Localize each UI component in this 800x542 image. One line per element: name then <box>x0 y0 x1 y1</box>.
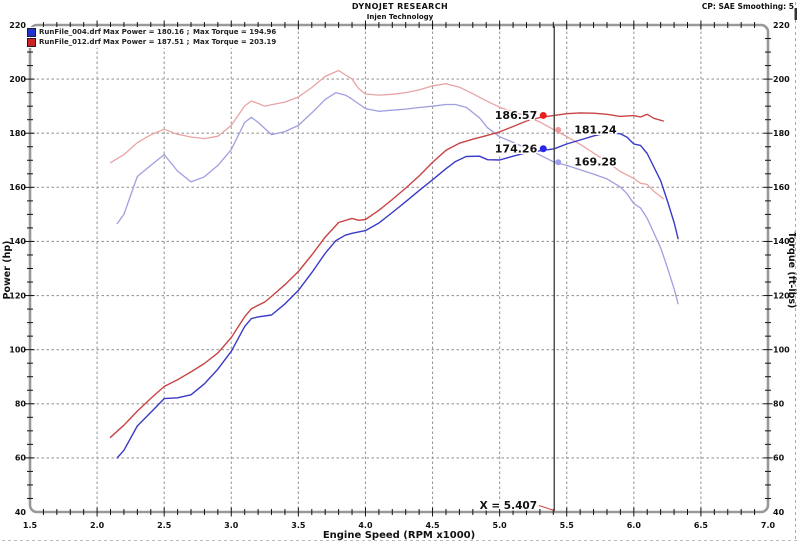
x-tick-label: 6.5 <box>694 521 709 530</box>
x-tick-label: 5.5 <box>560 521 575 530</box>
x-tick-label: 4.5 <box>425 521 440 530</box>
legend-max-torque: Max Torque = 203.19 <box>193 38 277 46</box>
legend-separator: ; <box>186 28 190 36</box>
x-tick-label: 7.0 <box>761 521 776 530</box>
x-tick-label: 3.0 <box>224 521 239 530</box>
curve-runfile004-power <box>116 132 679 459</box>
cursor-value-runfile012-torque: 181.24 <box>574 123 617 136</box>
plot-frame <box>28 23 770 514</box>
power-tick-label: 200 <box>9 75 26 84</box>
cursor-x-label: X = 5.407 <box>480 500 537 512</box>
power-axis-title: Power (hp) <box>2 241 13 300</box>
torque-tick-label: 120 <box>773 291 790 300</box>
power-tick-label: 100 <box>9 345 26 354</box>
legend-file-name: RunFile_004.drf <box>39 28 101 36</box>
cursor-dot-runfile004-power <box>539 145 547 153</box>
power-tick-label: 40 <box>15 508 27 517</box>
series-color-swatch-blue <box>27 27 36 37</box>
x-tick-label: 3.5 <box>291 521 306 530</box>
torque-tick-label: 180 <box>773 129 790 138</box>
torque-tick-label: 220 <box>773 21 790 30</box>
x-axis-title: Engine Speed (RPM x1000) <box>323 530 475 541</box>
report-subtitle: Injen Technology <box>366 13 434 21</box>
legend: RunFile_004.drf Max Power = 180.16 ; Max… <box>26 27 279 48</box>
cursor-value-runfile012-power: 186.57 <box>495 109 537 122</box>
legend-row-runfile012[interactable]: RunFile_012.drf Max Power = 187.51 ; Max… <box>27 37 276 47</box>
legend-file-name: RunFile_012.drf <box>39 38 101 46</box>
torque-tick-label: 140 <box>773 237 790 246</box>
cursor-value-runfile004-power: 174.26 <box>495 142 538 155</box>
cursor-dot-runfile004-torque <box>555 159 562 166</box>
cursor-dot-runfile012-power <box>539 111 547 119</box>
curve-runfile012-torque <box>109 69 664 200</box>
power-tick-label: 60 <box>15 454 27 463</box>
legend-max-power: Max Power = 180.16 <box>103 28 184 36</box>
power-tick-label: 180 <box>9 129 26 138</box>
legend-separator: ; <box>186 38 190 46</box>
x-tick-label: 2.0 <box>90 521 105 530</box>
curve-runfile004-torque <box>116 92 679 305</box>
power-tick-label: 160 <box>9 183 26 192</box>
scrollbar-artifact <box>794 8 797 20</box>
x-tick-label: 4.0 <box>358 521 373 530</box>
torque-tick-label: 160 <box>773 183 790 192</box>
cursor-leader-line <box>538 505 555 511</box>
power-tick-label: 220 <box>9 21 26 30</box>
curve-runfile012-power <box>109 112 664 438</box>
smoothing-note: CP: SAE Smoothing: 5 <box>701 2 794 11</box>
torque-tick-label: 60 <box>773 454 785 463</box>
torque-tick-label: 80 <box>773 400 785 409</box>
x-tick-label: 1.5 <box>23 521 38 530</box>
torque-axis-title: Torque (ft-lbs) <box>786 232 797 309</box>
torque-tick-label: 200 <box>773 75 790 84</box>
report-title: DYNOJET RESEARCH <box>351 2 449 11</box>
x-tick-label: 2.5 <box>157 521 172 530</box>
torque-tick-label: 40 <box>773 508 785 517</box>
cursor-dot-runfile012-torque <box>555 126 562 133</box>
series-color-swatch-red <box>27 37 36 47</box>
legend-max-power: Max Power = 187.51 <box>103 38 184 46</box>
torque-tick-label: 100 <box>773 345 790 354</box>
cursor-value-runfile004-torque: 169.28 <box>574 156 616 169</box>
x-tick-label: 5.0 <box>493 521 508 530</box>
legend-row-runfile004[interactable]: RunFile_004.drf Max Power = 180.16 ; Max… <box>27 27 276 37</box>
legend-max-torque: Max Torque = 194.96 <box>193 28 277 36</box>
power-tick-label: 80 <box>15 400 27 409</box>
power-tick-label: 120 <box>9 291 26 300</box>
power-tick-label: 140 <box>9 237 26 246</box>
x-tick-label: 6.0 <box>627 521 642 530</box>
